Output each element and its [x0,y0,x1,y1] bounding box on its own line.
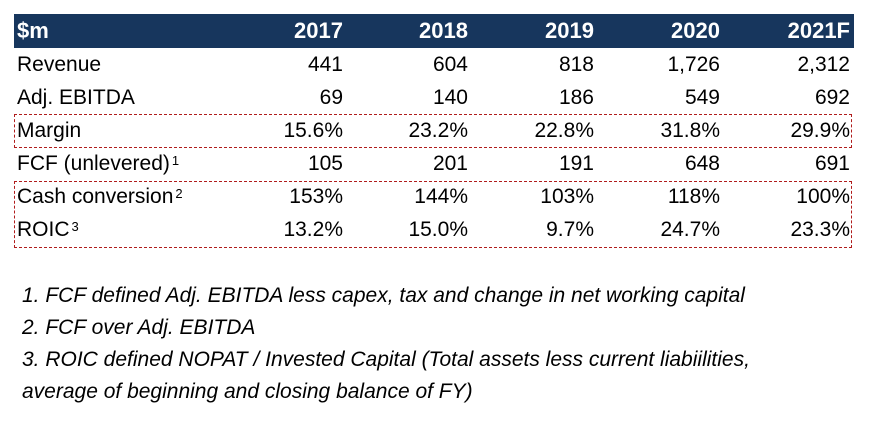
table-cell: 100% [796,184,850,208]
table-cell: 191 [558,151,594,175]
table-cell: 1,726 [667,52,720,76]
table-cell: 648 [684,151,720,175]
table-cell: 549 [684,85,720,109]
table-cell: 22.8% [534,118,594,142]
footnote-2: 2. FCF over Adj. EBITDA [22,316,256,339]
footnote-1: 1. FCF defined Adj. EBITDA less capex, t… [22,284,745,307]
table-cell: 604 [432,52,468,76]
table-row-revenue: Revenue 441 604 818 1,726 2,312 [14,48,854,81]
table-cell: 153% [289,184,343,208]
row-label: Margin [17,118,82,142]
table-cell: 144% [414,184,468,208]
table-cell: 118% [667,184,720,208]
header-year-2021f: 2021F [787,18,850,43]
row-label: ROIC 3 [17,217,79,241]
table-cell: 15.6% [283,118,343,142]
table-cell: 201 [432,151,468,175]
table-cell: 24.7% [660,217,720,241]
table-cell: 105 [307,151,343,175]
header-year-2020: 2020 [671,18,720,43]
footnotes: 1. FCF defined Adj. EBITDA less capex, t… [22,280,862,408]
table-cell: 15.0% [408,217,468,241]
table-cell: 69 [319,85,343,109]
footnote-ref: 3 [71,219,79,234]
footnote-3-continued: average of beginning and closing balance… [22,380,473,403]
table-row-margin: Margin 15.6% 23.2% 22.8% 31.8% 29.9% [14,114,854,147]
row-label: Adj. EBITDA [17,85,135,109]
table-row-fcf: FCF (unlevered) 1 105 201 191 648 691 [14,147,854,180]
header-unit: $m [17,18,49,43]
table-row-cash-conversion: Cash conversion 2 153% 144% 103% 118% 100… [14,180,854,213]
financial-table: $m 2017 2018 2019 2020 2021F Revenue 441… [14,14,854,248]
footnote-ref: 1 [171,153,180,168]
footnote-ref: 2 [175,186,183,201]
table-cell: 23.2% [408,118,468,142]
table-cell: 29.9% [790,118,850,142]
table-cell: 13.2% [283,217,343,241]
table-cell: 140 [432,85,468,109]
table-cell: 692 [814,85,850,109]
header-year-2019: 2019 [545,18,594,43]
table-row-roic: ROIC 3 13.2% 15.0% 9.7% 24.7% 23.3% [14,213,854,246]
table-cell: 103% [540,184,594,208]
returns-highlight-border [14,181,852,248]
header-year-2018: 2018 [419,18,468,43]
table-cell: 2,312 [797,52,850,76]
table-row-adj-ebitda: Adj. EBITDA 69 140 186 549 692 [14,81,854,114]
table-cell: 441 [307,52,343,76]
table-cell: 691 [814,151,850,175]
table-cell: 818 [558,52,594,76]
row-label: Cash conversion 2 [17,184,183,208]
table-cell: 186 [558,85,594,109]
row-label: Revenue [17,52,102,76]
row-label: FCF (unlevered) 1 [17,151,180,175]
table-cell: 31.8% [660,118,720,142]
footnote-3: 3. ROIC defined NOPAT / Invested Capital… [22,348,750,371]
margin-highlight-border [14,114,852,148]
table-cell: 23.3% [790,217,850,241]
table-cell: 9.7% [546,217,594,241]
header-year-2017: 2017 [294,18,343,43]
table-header-row: $m 2017 2018 2019 2020 2021F [14,14,854,48]
